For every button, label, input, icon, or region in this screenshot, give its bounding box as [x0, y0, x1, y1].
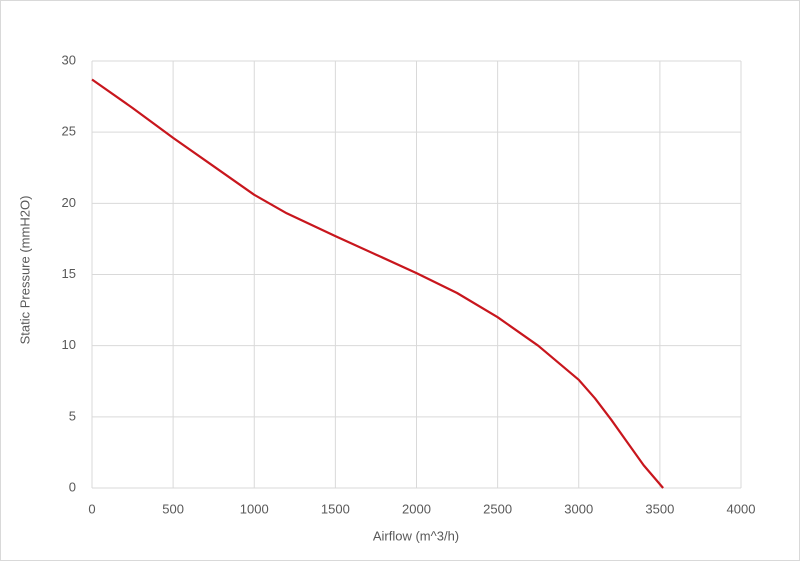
y-tick-label: 15 [62, 266, 76, 281]
y-tick-label: 0 [69, 479, 76, 494]
y-tick-label: 25 [62, 124, 76, 139]
x-tick-label: 1500 [321, 501, 350, 516]
x-tick-label: 500 [162, 501, 184, 516]
y-tick-label: 30 [62, 52, 76, 67]
x-tick-label: 2500 [483, 501, 512, 516]
x-tick-label: 3000 [564, 501, 593, 516]
x-tick-label: 4000 [727, 501, 756, 516]
y-tick-label: 20 [62, 195, 76, 210]
y-tick-label: 5 [69, 408, 76, 423]
x-tick-label: 2000 [402, 501, 431, 516]
x-tick-label: 1000 [240, 501, 269, 516]
data-line [91, 78, 664, 489]
x-tick-label: 0 [88, 501, 95, 516]
y-axis-title: Static Pressure (mmH2O) [17, 196, 32, 345]
x-axis-title: Airflow (m^3/h) [373, 528, 459, 543]
y-tick-label: 10 [62, 337, 76, 352]
x-tick-label: 3500 [645, 501, 674, 516]
